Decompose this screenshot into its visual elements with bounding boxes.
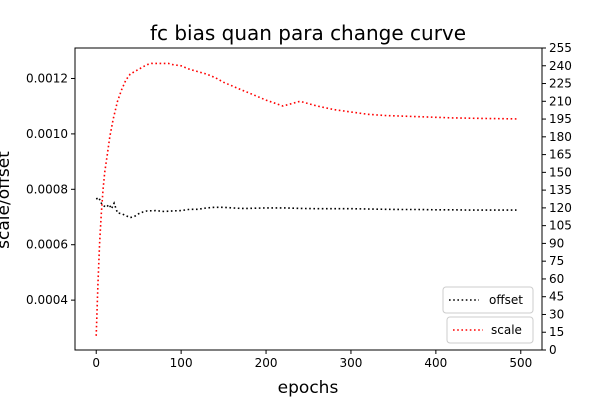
right-y-tick-label: 210 <box>549 94 572 108</box>
legend-offset-box <box>442 286 534 314</box>
x-axis-label: epochs <box>278 378 339 398</box>
left-y-tick-label: 0.0006 <box>26 238 68 252</box>
right-y-tick-label: 165 <box>549 148 572 162</box>
x-tick-label: 400 <box>424 356 447 370</box>
right-y-tick-label: 180 <box>549 130 572 144</box>
legend-scale-label: scale <box>491 323 522 337</box>
right-y-tick-label: 240 <box>549 59 572 73</box>
legend-scale: scale <box>446 316 534 344</box>
chart-title: fc bias quan para change curve <box>150 21 466 45</box>
right-y-axis: 0 15 30 45 60 75 90 105 120 135 150 165 180 195 210 225… <box>542 41 572 357</box>
x-tick-label: 200 <box>255 356 278 370</box>
left-y-tick-label: 0.0012 <box>26 71 68 85</box>
x-axis: 0 100 200 300 400 500 <box>92 350 532 370</box>
x-tick-label: 0 <box>92 356 100 370</box>
left-y-axis: 0.0004 0.0006 0.0008 0.0010 0.0012 <box>26 71 75 307</box>
right-y-tick-label: 105 <box>549 219 572 233</box>
legend-offset: offset <box>442 286 534 314</box>
y-axis-label: scale/offset <box>0 151 14 249</box>
right-y-tick-label: 195 <box>549 112 572 126</box>
legend-offset-label: offset <box>489 293 523 307</box>
plot-frame <box>74 47 543 351</box>
x-tick-label: 500 <box>509 356 532 370</box>
x-tick-label: 100 <box>170 356 193 370</box>
left-y-tick-label: 0.0004 <box>26 293 68 307</box>
series-line-scale <box>95 62 517 336</box>
right-y-tick-label: 150 <box>549 165 572 179</box>
right-y-tick-label: 0 <box>549 343 557 357</box>
right-y-tick-label: 45 <box>549 290 564 304</box>
right-y-tick-label: 75 <box>549 254 564 268</box>
right-y-tick-label: 30 <box>549 307 564 321</box>
right-y-tick-label: 120 <box>549 201 572 215</box>
legend-scale-box <box>446 316 534 344</box>
right-y-tick-label: 135 <box>549 183 572 197</box>
right-y-tick-label: 225 <box>549 77 572 91</box>
right-y-tick-label: 255 <box>549 41 572 55</box>
left-y-tick-label: 0.0008 <box>26 182 68 196</box>
right-y-tick-label: 60 <box>549 272 564 286</box>
series-layer <box>95 62 517 336</box>
left-y-tick-label: 0.0010 <box>26 127 68 141</box>
x-tick-label: 300 <box>340 356 363 370</box>
right-y-tick-label: 15 <box>549 325 564 339</box>
right-y-tick-label: 90 <box>549 236 564 250</box>
